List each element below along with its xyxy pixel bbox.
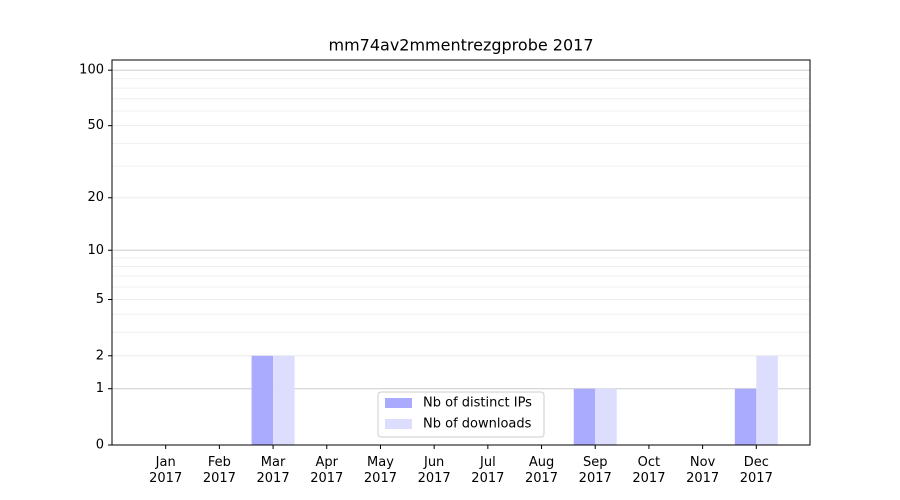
y-tick-label: 1 (96, 381, 104, 396)
x-tick-label: Dec 2017 (740, 455, 773, 486)
legend-swatch (385, 398, 412, 408)
x-tick-label: Nov 2017 (686, 455, 719, 486)
x-tick-label: Jan 2017 (149, 455, 182, 486)
bar (573, 388, 596, 445)
legend-label: Nb of downloads (423, 417, 532, 432)
bar (595, 388, 617, 445)
x-tick-label: May 2017 (364, 455, 397, 486)
x-tick-label: Jul 2017 (471, 455, 504, 486)
y-tick-label: 50 (87, 118, 104, 133)
bar (251, 355, 274, 445)
legend-box (377, 391, 545, 438)
x-tick-label: Aug 2017 (525, 455, 558, 486)
y-tick-label: 10 (87, 243, 104, 258)
y-tick-label: 100 (79, 63, 104, 78)
legend-swatch (385, 419, 412, 429)
y-tick-label: 2 (96, 348, 104, 363)
bar (734, 388, 757, 445)
y-tick-label: 5 (96, 292, 104, 307)
x-tick-label: Mar 2017 (257, 455, 290, 486)
chart-title: mm74av2mmentrezgprobe 2017 (328, 36, 593, 55)
plot-frame (111, 59, 811, 446)
x-tick-label: Apr 2017 (310, 455, 343, 486)
x-tick-label: Sep 2017 (579, 455, 612, 486)
y-tick-label: 0 (96, 438, 104, 453)
y-tick-label: 20 (87, 190, 104, 205)
legend-label: Nb of distinct IPs (423, 396, 532, 411)
x-tick-label: Feb 2017 (203, 455, 236, 486)
bar (273, 355, 295, 445)
x-tick-label: Jun 2017 (418, 455, 451, 486)
x-tick-label: Oct 2017 (632, 455, 665, 486)
bar (756, 355, 778, 445)
